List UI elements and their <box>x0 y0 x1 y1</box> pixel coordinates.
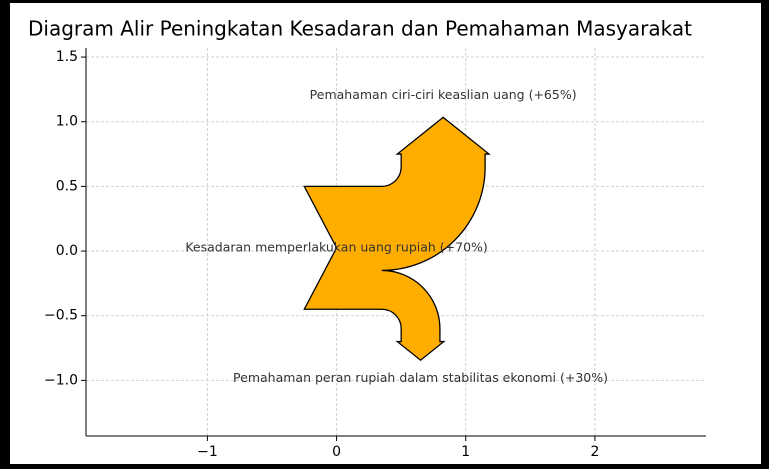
flow-label: Pemahaman ciri-ciri keaslian uang (+65%) <box>310 87 577 102</box>
chart: Diagram Alir Peningkatan Kesadaran dan P… <box>0 0 769 469</box>
y-tick-label: 1.0 <box>56 114 78 130</box>
flow-label: Pemahaman peran rupiah dalam stabilitas … <box>233 370 608 385</box>
page: Diagram Alir Peningkatan Kesadaran dan P… <box>0 0 769 469</box>
y-tick-label: 0.5 <box>56 178 78 194</box>
chart-title: Diagram Alir Peningkatan Kesadaran dan P… <box>28 17 692 41</box>
y-tick-label: −0.5 <box>44 308 78 324</box>
x-tick-label: 1 <box>461 444 470 460</box>
y-tick-label: 0.0 <box>56 243 78 259</box>
y-tick-label: 1.5 <box>56 49 78 65</box>
x-tick-label: 0 <box>332 444 341 460</box>
flow-label: Kesadaran memperlakukan uang rupiah (+70… <box>185 239 487 254</box>
x-tick-label: 2 <box>590 444 599 460</box>
y-tick-label: −1.0 <box>44 372 78 388</box>
x-tick-label: −1 <box>197 444 218 460</box>
